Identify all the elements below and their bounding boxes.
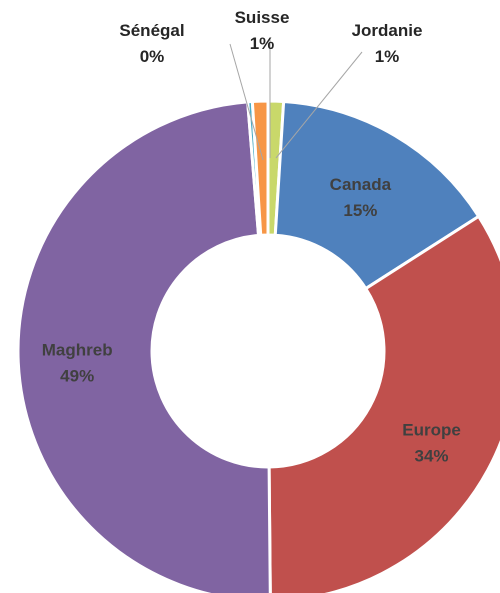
slice-name: Sénégal xyxy=(119,21,184,40)
slice-percent: 49% xyxy=(60,367,94,386)
slice-name: Europe xyxy=(402,421,461,440)
slice-name: Suisse xyxy=(235,8,290,27)
slice-percent: 1% xyxy=(375,47,400,66)
slice-percent: 1% xyxy=(250,34,275,53)
slice-name: Canada xyxy=(330,175,392,194)
data-label-jordanie: Jordanie 1% xyxy=(352,21,423,66)
slice-percent: 34% xyxy=(415,447,449,466)
data-label-suisse: Suisse 1% xyxy=(235,8,290,53)
slice-name: Jordanie xyxy=(352,21,423,40)
slice-percent: 15% xyxy=(343,201,377,220)
slice-name: Maghreb xyxy=(42,341,113,360)
data-label-senegal: Sénégal 0% xyxy=(119,21,184,66)
slice-percent: 0% xyxy=(140,47,165,66)
